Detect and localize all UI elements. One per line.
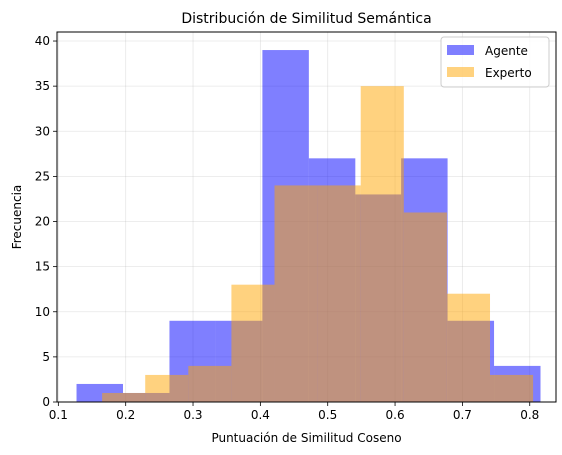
- histogram-bar: [231, 284, 275, 402]
- x-tick-label: 0.2: [116, 408, 135, 422]
- histogram-bar: [403, 212, 447, 402]
- legend-label: Agente: [485, 44, 528, 58]
- x-tick-label: 0.4: [251, 408, 270, 422]
- histogram-bar: [490, 374, 534, 402]
- histogram-bar: [102, 392, 146, 402]
- x-tick-label: 0.3: [183, 408, 202, 422]
- legend-swatch: [447, 45, 474, 55]
- x-axis-label: Puntuación de Similitud Coseno: [211, 431, 401, 445]
- y-tick-label: 25: [35, 169, 50, 183]
- y-tick-label: 10: [35, 305, 50, 319]
- histogram-bar: [188, 365, 232, 402]
- legend-swatch: [447, 67, 474, 77]
- plot-frame: [56, 31, 557, 403]
- y-tick-label: 35: [35, 79, 50, 93]
- histogram-bar: [145, 374, 189, 402]
- y-tick-label: 0: [42, 395, 50, 409]
- x-tick-label: 0.5: [318, 408, 337, 422]
- y-tick-label: 5: [42, 350, 50, 364]
- chart-title: Distribución de Similitud Semántica: [181, 11, 431, 27]
- histogram-bar: [446, 293, 491, 402]
- histogram-bar: [360, 86, 404, 403]
- histogram-bar: [274, 185, 318, 402]
- x-tick-label: 0.6: [386, 408, 405, 422]
- bars: [76, 50, 541, 403]
- y-tick-label: 30: [35, 124, 50, 138]
- series-experto: [102, 86, 534, 403]
- x-tick-label: 0.1: [49, 408, 68, 422]
- x-tick-label: 0.8: [520, 408, 539, 422]
- y-tick-label: 20: [35, 215, 50, 229]
- y-tick-label: 40: [35, 34, 50, 48]
- axis-ticks: 0.1 0.2 0.3 0.4 0.5 0.6 0.7 0.8 0 5 10 15 20 25 30 35 40: [35, 34, 540, 422]
- legend-label: Experto: [485, 66, 532, 80]
- y-axis-label: Frecuencia: [10, 185, 24, 250]
- legend: Agente Experto: [440, 36, 550, 88]
- x-tick-label: 0.7: [453, 408, 472, 422]
- histogram-bar: [317, 185, 361, 402]
- y-tick-label: 15: [35, 260, 50, 274]
